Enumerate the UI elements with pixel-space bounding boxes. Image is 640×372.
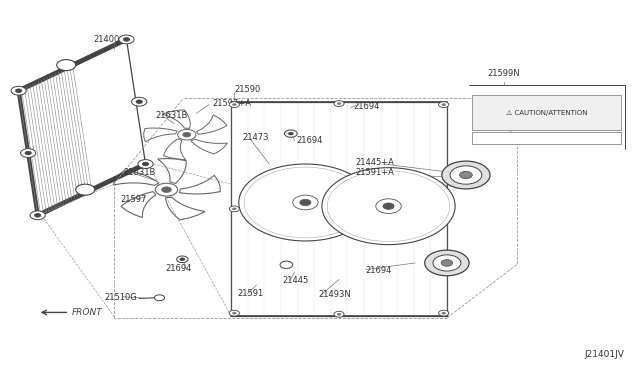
Circle shape — [442, 312, 445, 314]
Circle shape — [76, 184, 95, 195]
Circle shape — [132, 97, 147, 106]
Circle shape — [425, 250, 469, 276]
Circle shape — [229, 310, 239, 316]
Bar — [472, 132, 621, 144]
Text: 21694: 21694 — [353, 102, 380, 110]
Circle shape — [337, 102, 341, 105]
Text: 21631B: 21631B — [155, 111, 188, 120]
Circle shape — [284, 130, 297, 137]
Circle shape — [442, 103, 445, 106]
Circle shape — [142, 162, 148, 166]
Circle shape — [161, 187, 172, 192]
Text: 21493N: 21493N — [318, 289, 351, 299]
Circle shape — [232, 103, 236, 106]
Text: 21590: 21590 — [234, 86, 260, 94]
Circle shape — [119, 35, 134, 44]
Circle shape — [177, 256, 188, 263]
Circle shape — [292, 195, 318, 210]
Circle shape — [232, 208, 236, 210]
Text: 21400: 21400 — [93, 35, 120, 44]
Circle shape — [30, 211, 45, 220]
Text: 21445+A: 21445+A — [355, 158, 394, 167]
Circle shape — [156, 183, 178, 196]
Circle shape — [300, 199, 311, 206]
Circle shape — [438, 310, 449, 316]
Circle shape — [124, 38, 130, 41]
Text: 21591: 21591 — [237, 289, 264, 298]
Circle shape — [438, 102, 449, 108]
Text: ⚠ CAUTION/ATTENTION: ⚠ CAUTION/ATTENTION — [506, 110, 588, 116]
Circle shape — [15, 89, 22, 93]
Circle shape — [334, 311, 344, 317]
Circle shape — [441, 260, 452, 266]
Circle shape — [178, 129, 196, 140]
Circle shape — [35, 214, 41, 217]
Circle shape — [383, 203, 394, 209]
Circle shape — [327, 171, 450, 241]
Text: FRONT: FRONT — [71, 308, 102, 317]
Text: 21445: 21445 — [282, 276, 308, 285]
Circle shape — [229, 206, 239, 212]
Circle shape — [334, 100, 344, 106]
Circle shape — [180, 258, 185, 261]
Circle shape — [232, 312, 236, 314]
Text: 21631B: 21631B — [124, 167, 156, 177]
Text: 21694: 21694 — [365, 266, 392, 275]
Circle shape — [450, 166, 482, 184]
Circle shape — [433, 255, 461, 271]
Text: 21597+A: 21597+A — [212, 99, 251, 108]
Text: J21401JV: J21401JV — [585, 350, 625, 359]
Circle shape — [322, 168, 455, 245]
Text: 21473: 21473 — [243, 133, 269, 142]
Circle shape — [138, 160, 153, 169]
Circle shape — [11, 86, 26, 95]
Circle shape — [154, 295, 164, 301]
Circle shape — [460, 171, 472, 179]
Circle shape — [183, 132, 191, 137]
Circle shape — [337, 313, 341, 315]
Text: 21597: 21597 — [120, 195, 147, 205]
Text: 21694: 21694 — [296, 136, 323, 145]
Circle shape — [244, 167, 367, 238]
Circle shape — [288, 132, 293, 135]
Text: 21591+A: 21591+A — [355, 168, 394, 177]
Bar — [472, 95, 621, 130]
Circle shape — [136, 100, 142, 103]
Text: 21694: 21694 — [165, 264, 191, 273]
Circle shape — [442, 161, 490, 189]
Text: 21510G: 21510G — [104, 292, 137, 302]
Circle shape — [239, 164, 372, 241]
Circle shape — [280, 261, 292, 269]
Text: 21599N: 21599N — [488, 69, 520, 78]
Circle shape — [229, 102, 239, 108]
Circle shape — [25, 151, 31, 155]
Circle shape — [57, 60, 76, 71]
Circle shape — [20, 149, 36, 157]
Circle shape — [376, 199, 401, 214]
